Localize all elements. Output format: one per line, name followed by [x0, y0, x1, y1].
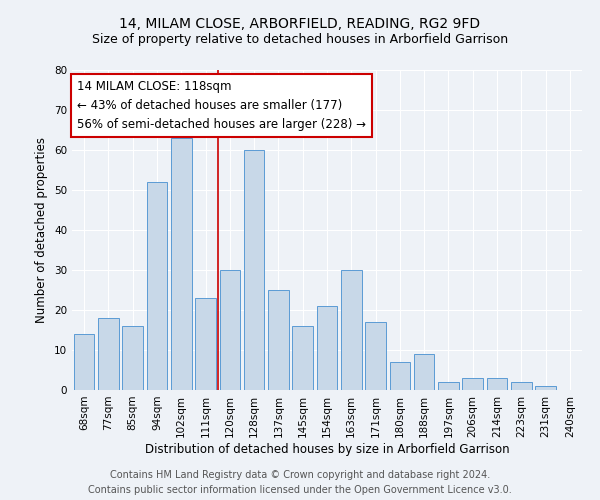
Bar — [98, 318, 119, 390]
Bar — [438, 382, 459, 390]
Text: 14 MILAM CLOSE: 118sqm
← 43% of detached houses are smaller (177)
56% of semi-de: 14 MILAM CLOSE: 118sqm ← 43% of detached… — [77, 80, 366, 130]
Y-axis label: Number of detached properties: Number of detached properties — [35, 137, 49, 323]
Bar — [122, 326, 143, 390]
X-axis label: Distribution of detached houses by size in Arborfield Garrison: Distribution of detached houses by size … — [145, 442, 509, 456]
Bar — [171, 138, 191, 390]
Text: Contains HM Land Registry data © Crown copyright and database right 2024.
Contai: Contains HM Land Registry data © Crown c… — [88, 470, 512, 495]
Bar — [365, 322, 386, 390]
Bar — [268, 290, 289, 390]
Bar — [195, 298, 216, 390]
Bar — [244, 150, 265, 390]
Text: Size of property relative to detached houses in Arborfield Garrison: Size of property relative to detached ho… — [92, 32, 508, 46]
Bar — [317, 306, 337, 390]
Bar — [487, 378, 508, 390]
Bar — [535, 386, 556, 390]
Bar — [341, 270, 362, 390]
Bar — [463, 378, 483, 390]
Bar — [292, 326, 313, 390]
Bar — [146, 182, 167, 390]
Bar — [220, 270, 240, 390]
Bar — [414, 354, 434, 390]
Bar — [389, 362, 410, 390]
Text: 14, MILAM CLOSE, ARBORFIELD, READING, RG2 9FD: 14, MILAM CLOSE, ARBORFIELD, READING, RG… — [119, 18, 481, 32]
Bar — [74, 334, 94, 390]
Bar — [511, 382, 532, 390]
